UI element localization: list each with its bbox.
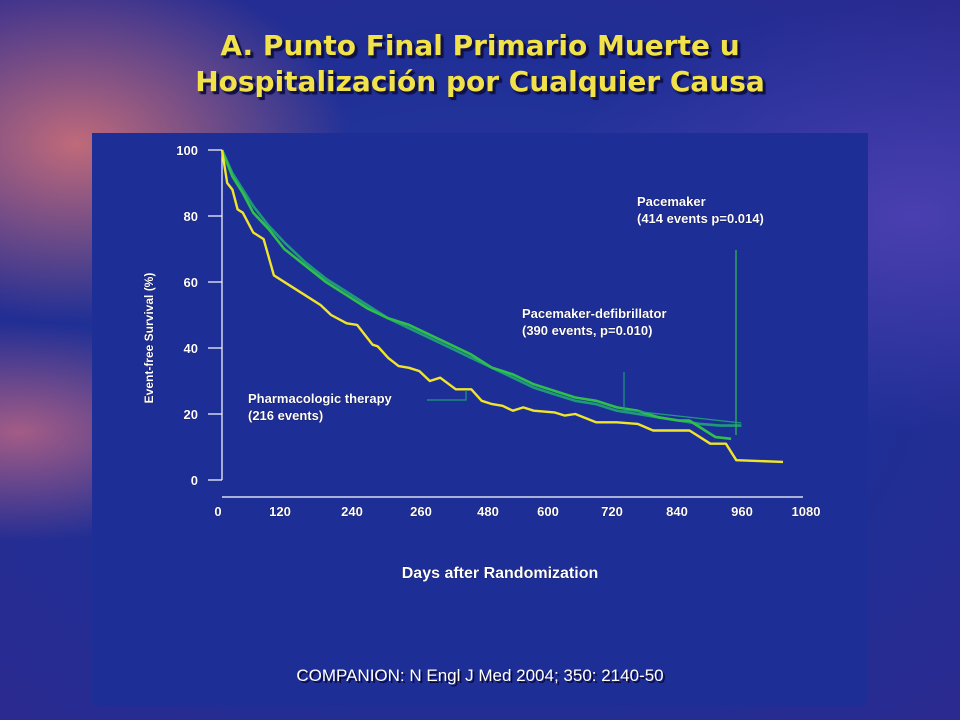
x-tick-label: 0	[214, 504, 221, 519]
slide-title-line1: A. Punto Final Primario Muerte u	[220, 29, 740, 62]
chart-panel	[92, 133, 868, 706]
slide-title: A. Punto Final Primario Muerte u Hospita…	[0, 28, 960, 100]
y-tick-label: 80	[184, 209, 198, 224]
y-tick-label: 100	[176, 143, 198, 158]
y-tick-label: 40	[184, 341, 198, 356]
x-tick-label: 1080	[792, 504, 821, 519]
annotation-pacemaker-events: (414 events p=0.014)	[637, 211, 764, 226]
x-tick-label: 260	[410, 504, 432, 519]
pharmacologic-callout	[427, 390, 467, 401]
x-tick-label: 120	[269, 504, 291, 519]
citation-footer: COMPANION: N Engl J Med 2004; 350: 2140-…	[296, 666, 664, 685]
annotation-pharmacologic-name: Pharmacologic therapy	[248, 391, 393, 406]
x-tick-label: 840	[666, 504, 688, 519]
x-tick-label: 240	[341, 504, 363, 519]
x-tick-label: 600	[537, 504, 559, 519]
y-tick-label: 20	[184, 407, 198, 422]
y-axis-title: Event-free Survival (%)	[142, 273, 156, 404]
annotation-pharmacologic-events: (216 events)	[248, 408, 323, 423]
x-tick-label: 720	[601, 504, 623, 519]
annotation-defibrillator-name: Pacemaker-defibrillator	[522, 306, 667, 321]
annotation-defibrillator-events: (390 events, p=0.010)	[522, 323, 652, 338]
series-line-pharmacologic	[220, 149, 784, 464]
series-line-defibrillator	[220, 149, 742, 427]
x-axis-title: Days after Randomization	[402, 565, 598, 582]
series-line-pacemaker	[220, 149, 732, 441]
slide-title-line2: Hospitalización por Cualquier Causa	[195, 65, 765, 98]
annotation-pacemaker-name: Pacemaker	[637, 194, 706, 209]
y-tick-label: 0	[191, 473, 198, 488]
y-tick-label: 60	[184, 275, 198, 290]
x-tick-label: 960	[731, 504, 753, 519]
x-tick-label: 480	[477, 504, 499, 519]
defibrillator-callout	[623, 372, 742, 424]
